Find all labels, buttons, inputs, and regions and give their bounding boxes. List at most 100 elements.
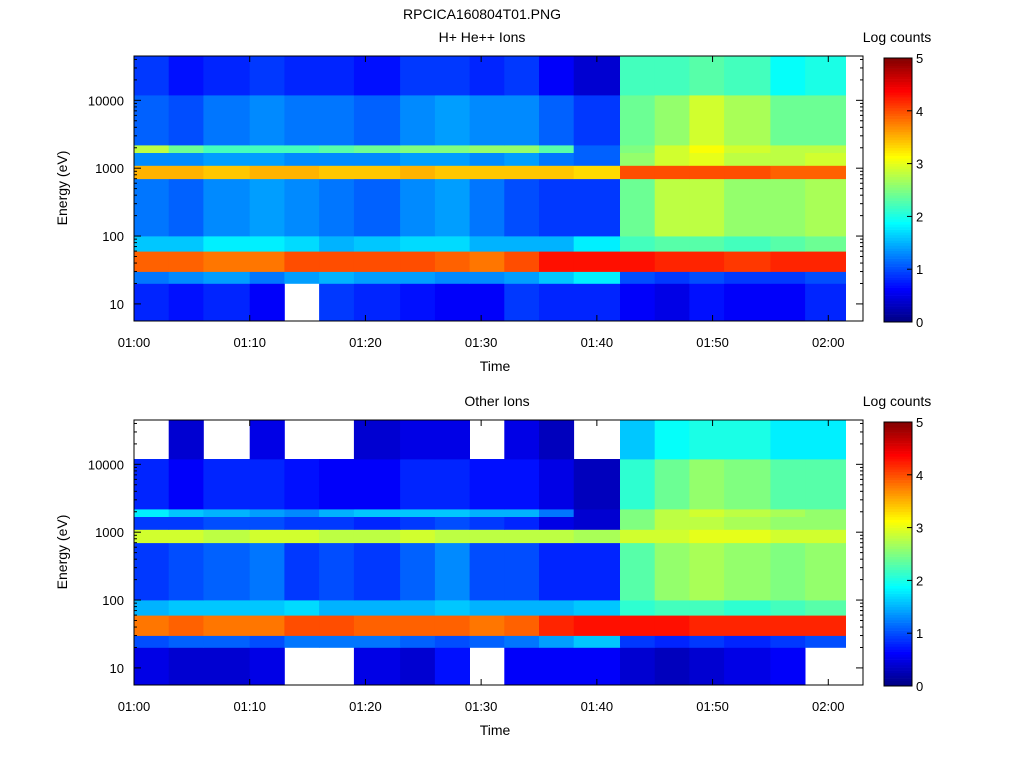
heatmap-cell xyxy=(654,178,690,237)
heatmap-cell xyxy=(168,647,204,686)
colorbar-segment xyxy=(884,79,912,83)
colorbar-segment xyxy=(884,248,912,252)
heatmap-cell xyxy=(284,152,320,166)
colorbar-segment xyxy=(884,303,912,307)
heatmap-cell xyxy=(770,178,806,237)
heatmap-cell xyxy=(249,165,285,180)
heatmap-cell xyxy=(353,56,401,96)
heatmap-cell xyxy=(724,516,771,530)
heatmap-cell xyxy=(434,459,470,510)
colorbar-segment xyxy=(884,474,912,478)
heatmap-cell xyxy=(203,529,251,544)
colorbar-segment xyxy=(884,501,912,505)
heatmap-cell xyxy=(400,615,436,636)
panel-h-he-ions: H+ He++ Ions 01:00 01:10 01:20 01:30 01:40 01… xyxy=(54,29,931,374)
heatmap-cell xyxy=(353,542,401,601)
heatmap-cell xyxy=(539,647,575,686)
heatmap-cell xyxy=(539,529,575,544)
heatmap-cell xyxy=(770,516,806,530)
heatmap-cell xyxy=(168,600,204,616)
colorbar-segment xyxy=(884,493,912,497)
heatmap-cell xyxy=(469,178,505,237)
heatmap-cell xyxy=(434,251,470,272)
heatmap-cell xyxy=(573,145,621,153)
colorbar-segment xyxy=(884,609,912,613)
colorbar-segment xyxy=(884,145,912,149)
heatmap-cell xyxy=(249,459,285,510)
heatmap-cell xyxy=(620,509,656,517)
heatmap-cell xyxy=(770,600,806,616)
heatmap-cell xyxy=(168,236,204,252)
heatmap-cell xyxy=(724,236,771,252)
heatmap-cell xyxy=(539,283,575,322)
colorbar-segment xyxy=(884,81,912,85)
heatmap-cell xyxy=(168,178,204,237)
colorbar-segment xyxy=(884,100,912,104)
heatmap-cell xyxy=(770,56,806,96)
colorbar-segment xyxy=(884,482,912,486)
heatmap-cell xyxy=(724,95,771,146)
heatmap-cell xyxy=(284,600,320,616)
colorbar-segment xyxy=(884,285,912,288)
heatmap-cell xyxy=(134,145,170,153)
colorbar-segment xyxy=(884,168,912,172)
x-axis-label: Time xyxy=(480,358,511,374)
y-tick-label: 100 xyxy=(102,229,124,244)
heatmap-cell xyxy=(319,152,355,166)
colorbar-segment xyxy=(884,73,912,77)
heatmap-cell xyxy=(400,509,436,517)
colorbar-segment xyxy=(884,298,912,302)
colorbar-segment xyxy=(884,87,912,90)
heatmap-cell xyxy=(284,459,320,510)
colorbar-segment xyxy=(884,306,912,310)
heatmap-cell xyxy=(168,542,204,601)
colorbar-segment xyxy=(884,641,912,645)
heatmap-cell xyxy=(203,600,251,616)
heatmap-cell xyxy=(770,647,806,686)
heatmap-cell xyxy=(400,236,436,252)
colorbar-segment xyxy=(884,300,912,304)
heatmap-cell xyxy=(805,271,846,284)
colorbar-segment xyxy=(884,588,912,592)
colorbar-segment xyxy=(884,495,912,499)
colorbar-segment xyxy=(884,559,912,563)
heatmap-cell xyxy=(620,600,656,616)
colorbar-label: Log counts xyxy=(863,393,932,409)
heatmap-cell xyxy=(134,271,170,284)
colorbar-segment xyxy=(884,237,912,241)
colorbar-tick-label: 0 xyxy=(916,315,923,330)
heatmap-cell xyxy=(434,615,470,636)
colorbar-segment xyxy=(884,683,912,687)
heatmap-cell xyxy=(573,236,621,252)
y-tick-label: 10 xyxy=(110,297,124,312)
colorbar-segment xyxy=(884,195,912,199)
colorbar-segment xyxy=(884,580,912,584)
colorbar-segment xyxy=(884,569,912,573)
heatmap-cell xyxy=(400,529,436,544)
colorbar-segment xyxy=(884,561,912,565)
heatmap-cell xyxy=(504,178,540,237)
heatmap-cell xyxy=(689,236,725,252)
colorbar-segment xyxy=(884,116,912,120)
heatmap-cell xyxy=(203,647,251,686)
colorbar-segment xyxy=(884,226,912,230)
colorbar-segment xyxy=(884,583,912,586)
heatmap-cell xyxy=(573,459,621,510)
heatmap-cell xyxy=(203,542,251,601)
panel-title: H+ He++ Ions xyxy=(439,29,526,45)
heatmap-cell xyxy=(620,420,656,460)
heatmap-cell xyxy=(689,529,725,544)
heatmap-cell xyxy=(434,145,470,153)
colorbar-segment xyxy=(884,675,912,679)
heatmap-cell xyxy=(353,647,401,686)
colorbar-segment xyxy=(884,187,912,191)
colorbar-segment xyxy=(884,192,912,196)
heatmap-cell xyxy=(249,647,285,686)
heatmap-cell xyxy=(400,56,436,96)
heatmap-cell xyxy=(434,542,470,601)
colorbar-segment xyxy=(884,627,912,631)
heatmap-cell xyxy=(805,516,846,530)
x-tick-label: 01:00 xyxy=(118,335,151,350)
heatmap-cell xyxy=(353,615,401,636)
heatmap-cell xyxy=(319,542,355,601)
